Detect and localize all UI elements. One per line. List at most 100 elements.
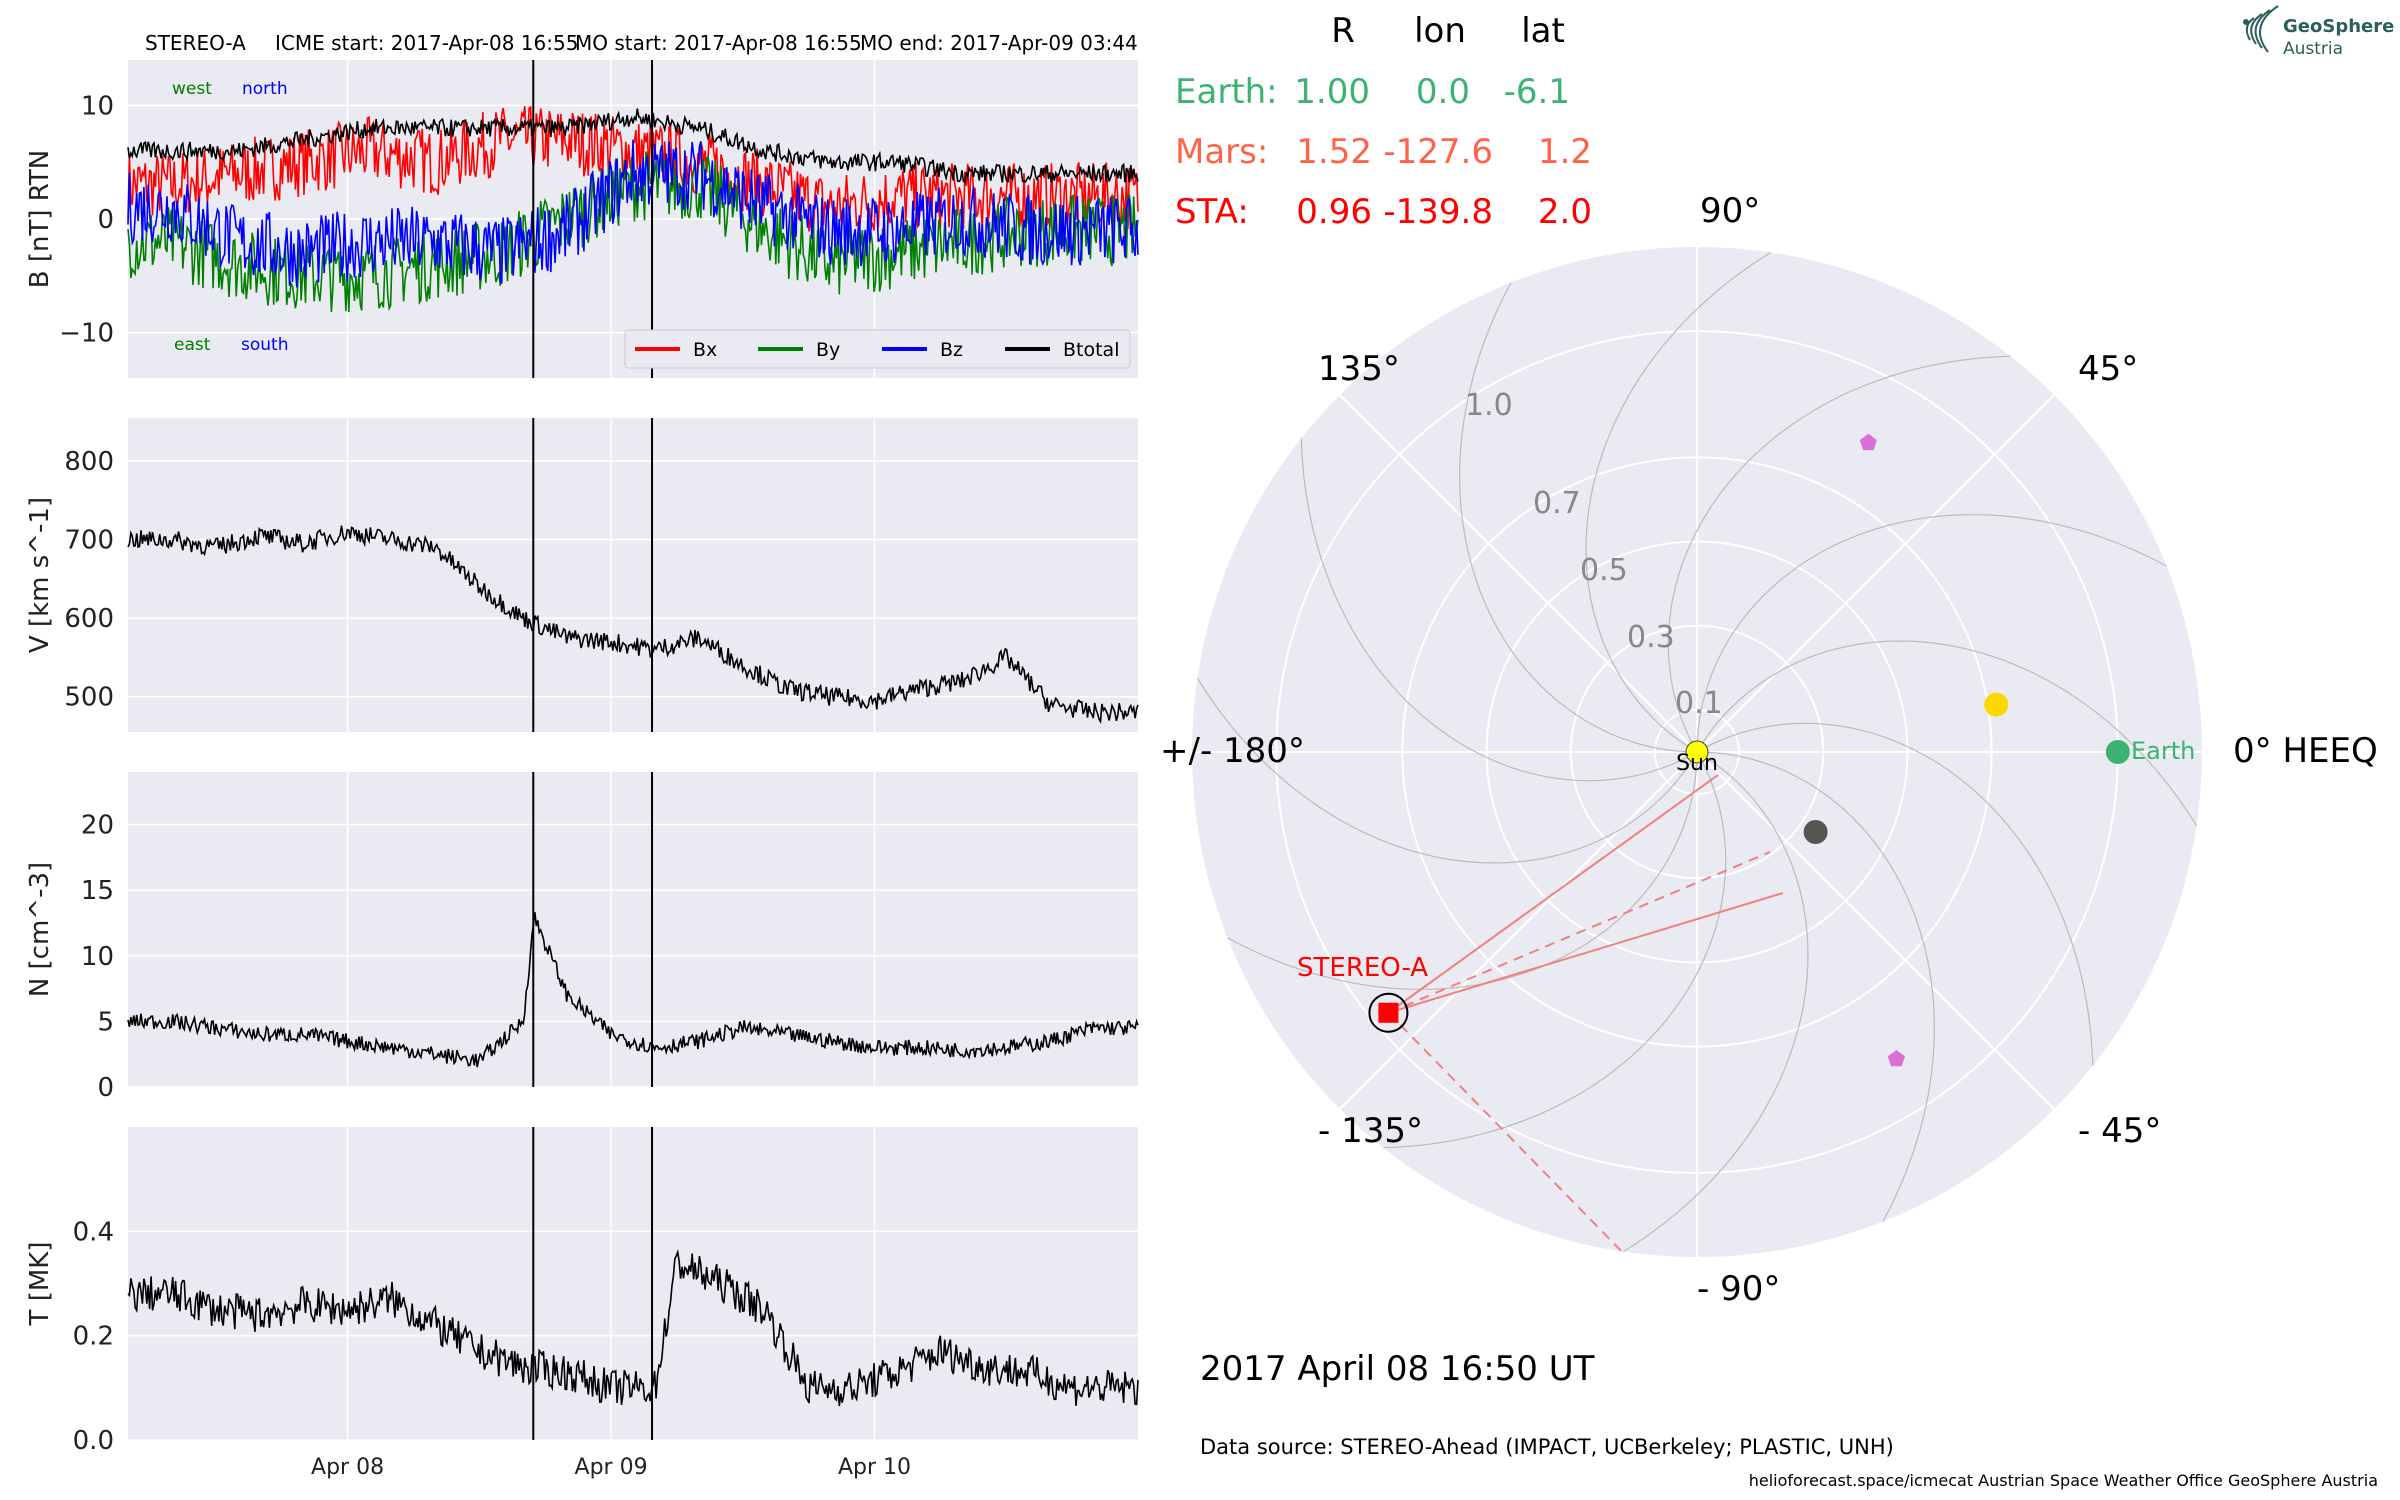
y-tick-label: 800 <box>64 447 114 477</box>
timeseries-panels: 10 0 −10B [nT] RTN 800 700 600 500 V [km s^-1] 2… <box>25 60 1139 1480</box>
row-lon: -127.6 <box>1383 132 1493 172</box>
fov-line-dashed <box>1387 1012 1633 1257</box>
row-r: 1.00 <box>1294 72 1370 112</box>
parker-spiral <box>1696 722 2094 1066</box>
y-tick-label: 0 <box>97 1073 114 1103</box>
legend-bx-label: Bx <box>693 339 717 361</box>
annotation-south: south <box>241 335 288 355</box>
fov-line-dashed <box>1388 851 1771 1014</box>
row-lon: -139.8 <box>1383 192 1493 232</box>
parker-spiral <box>1459 282 1698 753</box>
x-tick-label: Apr 10 <box>838 1455 911 1480</box>
sun-marker <box>1685 740 1709 764</box>
annotation-north: north <box>242 79 288 99</box>
earth-marker <box>2105 740 2130 764</box>
row-lon: 0.0 <box>1416 72 1470 112</box>
polar-spoke <box>1696 394 2055 753</box>
spiral-logo-icon <box>2243 5 2279 53</box>
data-source: Data source: STEREO-Ahead (IMPACT, UCBer… <box>1200 1435 1894 1459</box>
row-r: 1.52 <box>1296 132 1372 172</box>
y-tick-label: 500 <box>64 683 114 713</box>
radial-label-0-1: 0.1 <box>1675 686 1723 721</box>
parker-spiral <box>1696 640 2198 827</box>
y-tick-label: 10 <box>81 91 114 121</box>
parker-spiral <box>1300 438 1698 782</box>
y-tick-label: 0.4 <box>73 1217 114 1247</box>
fov-line <box>1387 774 1719 1014</box>
angle-label-0: 0° HEEQ <box>2233 731 2378 771</box>
b-annotations: west north east south <box>172 79 288 355</box>
legend-box <box>624 329 1131 369</box>
table-row-earth: Earth: 1.00 0.0 -6.1 <box>1175 72 1570 112</box>
parker-spiral <box>1696 514 2167 753</box>
sta-ring <box>1368 992 1409 1033</box>
polar-object-labels: Sun Earth STEREO-A <box>1297 737 2195 983</box>
y-tick-label: 20 <box>81 811 114 841</box>
radial-label-1-0: 1.0 <box>1465 388 1513 423</box>
angle-label-minus-90: - 90° <box>1697 1269 1780 1309</box>
polar-angle-labels: 90° 45° 0° HEEQ - 45° - 90° - 135° +/- 1… <box>1160 191 2378 1309</box>
panel-temperature: 0.4 0.2 0.0 T [MK] Apr 08 Apr 09 Apr 10 <box>25 1127 1139 1480</box>
panel-background <box>128 1127 1138 1440</box>
body-pentagon-marker <box>1859 433 1877 451</box>
radial-label-0-3: 0.3 <box>1627 620 1675 655</box>
fov-line <box>1388 892 1784 1014</box>
body-pentagon-marker <box>1887 1050 1905 1067</box>
polar-spoke <box>1339 394 1698 753</box>
row-name: Mars: <box>1175 132 1268 172</box>
credits: helioforecast.space/icmecat Austrian Spa… <box>1749 1471 2378 1490</box>
row-name: STA: <box>1175 192 1249 232</box>
polar-spoke <box>1339 751 1698 1110</box>
panel-background <box>128 418 1138 732</box>
x-tick-label: Apr 09 <box>575 1455 648 1480</box>
row-lat: 1.2 <box>1538 132 1592 172</box>
angle-label-135: 135° <box>1318 349 1400 389</box>
angle-label-180: +/- 180° <box>1160 731 1305 771</box>
header-spacecraft: STEREO-A <box>145 31 246 55</box>
panel-density: 20 15 10 5 0 N [cm^-3] <box>25 772 1139 1103</box>
brand-line1: GeoSphere <box>2283 16 2394 37</box>
panel-magnetic-field: 10 0 −10B [nT] RTN <box>25 60 1139 378</box>
header: STEREO-A ICME start: 2017-Apr-08 16:55 M… <box>145 31 1138 55</box>
panel-speed: 800 700 600 500 V [km s^-1] <box>25 418 1139 732</box>
row-lat: 2.0 <box>1538 192 1592 232</box>
legend-by-label: By <box>816 339 840 361</box>
parker-spiral <box>1383 751 1727 1149</box>
parker-spiral <box>1585 251 1772 753</box>
brand-line2: Austria <box>2283 39 2343 59</box>
header-icme-start: ICME start: 2017-Apr-08 16:55 <box>275 31 578 55</box>
row-lat: -6.1 <box>1504 72 1570 112</box>
parker-spiral <box>1227 751 1698 990</box>
header-mo-end: MO end: 2017-Apr-09 03:44 <box>860 31 1138 55</box>
y-tick-label: 600 <box>64 604 114 634</box>
x-tick-label: Apr 08 <box>311 1455 384 1480</box>
angle-label-minus-135: - 135° <box>1318 1111 1423 1151</box>
parker-spiral <box>1622 751 1809 1253</box>
series-line-temperature <box>127 1249 1139 1407</box>
object-marker <box>1803 820 1828 845</box>
positions-table: R lon lat Earth: 1.00 0.0 -6.1 Mars: 1.5… <box>1175 11 1592 232</box>
y-tick-label: 0.2 <box>73 1322 114 1352</box>
y-tick-label: 0 <box>97 205 114 235</box>
angle-label-45: 45° <box>2078 349 2138 389</box>
angle-label-minus-45: - 45° <box>2078 1111 2161 1151</box>
legend-bz-label: Bz <box>940 339 963 361</box>
radial-label-0-7: 0.7 <box>1533 486 1581 521</box>
object-marker <box>1984 692 2009 717</box>
plot-timestamp: 2017 April 08 16:50 UT <box>1200 1349 1595 1389</box>
brand-logo: GeoSphere Austria <box>2243 5 2394 59</box>
y-tick-label: 10 <box>81 942 114 972</box>
series-line-density <box>127 912 1139 1068</box>
radial-label-0-5: 0.5 <box>1580 553 1628 588</box>
stereo-a-marker <box>1378 1002 1399 1023</box>
row-name: Earth: <box>1175 72 1278 112</box>
y-axis-label: N [cm^-3] <box>25 862 55 997</box>
series-line-speed <box>127 525 1139 725</box>
series-line-btotal <box>127 108 1139 184</box>
polar-radial-labels: 0.1 0.3 0.5 0.7 1.0 <box>1465 388 1723 721</box>
panel-background <box>128 772 1138 1087</box>
sta-label: STEREO-A <box>1297 953 1428 983</box>
parker-spiral <box>1196 677 1698 864</box>
header-mo-start: MO start: 2017-Apr-08 16:55 <box>575 31 862 55</box>
